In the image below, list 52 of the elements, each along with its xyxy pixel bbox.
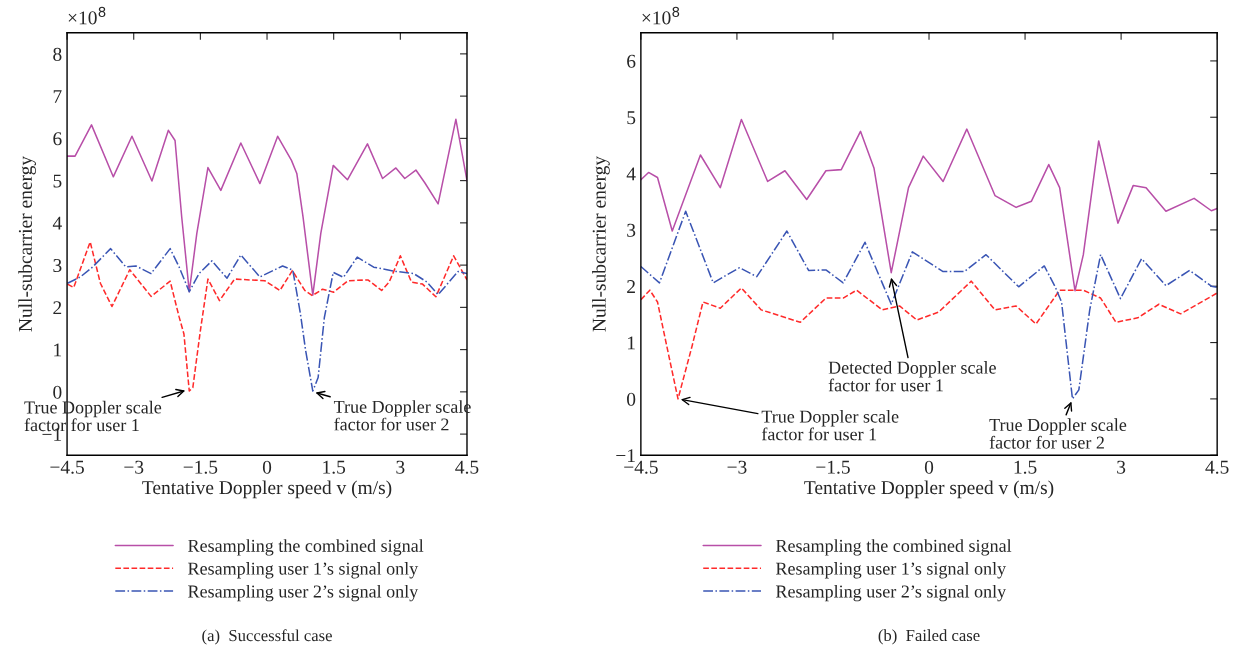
x-tick-label: −4.5 [50,460,84,474]
y-tick-label: 4 [52,216,62,230]
x-tick-label: −3 [124,460,144,474]
y-tick-label: 0 [627,392,636,406]
y-tick-label: −1 [616,449,635,462]
y-tick-label: 3 [53,258,62,273]
annotation: True Doppler scale factor for user 1 [761,410,899,441]
x-tick-label: 4.5 [1205,460,1229,474]
text: ×10$^{8}$ [642,6,680,25]
x-tick-label: 0 [262,460,272,474]
y-tick-label: 2 [627,280,635,293]
line-series [67,118,467,296]
text: (a) Successful case [202,629,332,645]
x-tick-label: 1.5 [323,460,346,474]
legend-label: Resampling the combined signal [775,539,1012,556]
x-tick-label: −1.5 [183,460,218,474]
legend-label: Resampling user 2’s signal only [188,584,419,602]
y-tick-label: 6 [627,54,636,68]
legend-label: Resampling user 1’s signal only [188,562,419,579]
x-axis-title: Tentative Doppler speed v (m/s) [142,480,392,499]
y-tick-label: 7 [53,90,62,103]
y-axis-title: Null-subcarrier energy [18,155,36,332]
x-tick-label: 1.5 [1014,460,1037,474]
x-tick-label: 0 [924,460,934,474]
y-tick-label: 0 [53,385,62,399]
text: ×10$^{8}$ [68,6,106,25]
y-axis-title: Null-subcarrier energy [592,155,610,332]
y-tick-label: 6 [53,132,62,146]
annotation: Detected Doppler scale factor for user 1 [828,361,996,392]
y-tick-label: 1 [628,336,635,350]
line-series [640,280,1218,400]
x-tick-label: −1.5 [816,460,850,474]
legend-label: Resampling user 2’s signal only [775,584,1007,602]
y-tick-label: 5 [627,111,636,125]
y-tick-label: 5 [53,174,62,188]
x-tick-label: −4.5 [624,460,658,474]
line-series [640,118,1218,292]
text: (b) Failed case [878,629,980,645]
y-tick-label: 2 [53,301,62,315]
y-tick-label: 8 [53,47,62,61]
y-tick-label: 1 [54,343,62,357]
legend-label: Resampling user 1’s signal only [775,562,1007,579]
annotation: True Doppler scale factor for user 2 [989,418,1127,449]
y-tick-label: 4 [626,167,636,181]
line-series [640,210,1218,400]
x-tick-label: −3 [727,460,747,474]
x-tick-label: 3 [396,460,405,474]
y-tick-label: 3 [627,223,636,237]
x-axis-title: Tentative Doppler speed v (m/s) [804,480,1054,499]
x-tick-label: 4.5 [455,460,479,474]
legend-label: Resampling the combined signal [188,539,424,556]
x-tick-label: 3 [1117,460,1126,474]
